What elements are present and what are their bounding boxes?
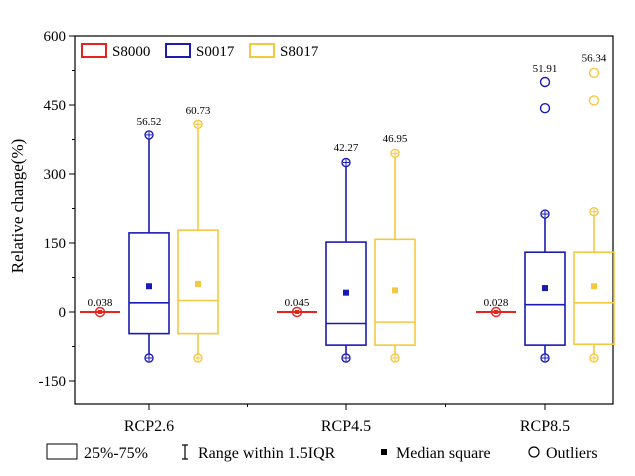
y-axis-label: Relative change(%) [8,139,27,274]
data-label: 60.73 [186,105,211,117]
y-tick-label: 150 [44,236,67,252]
iqr-box [128,232,170,335]
data-label: 42.27 [334,142,359,154]
legend-label: S8017 [280,44,319,60]
data-label: 0.038 [88,297,113,309]
s8000-marker [291,306,303,318]
data-label: 51.91 [533,63,558,75]
y-tick-label: 300 [44,167,67,183]
legend-swatch [81,43,107,58]
median-square [146,283,152,290]
x-tick-label: RCP4.5 [321,418,371,435]
footer-legend: 25%-75% Range within 1.5IQR Median square O… [46,443,598,462]
footer-median-icon [381,449,387,455]
iqr-box [374,238,416,346]
median-square [591,283,597,290]
footer-outlier-icon [528,446,540,458]
legend-label: S8000 [112,44,150,60]
y-tick-label: 450 [44,98,67,114]
data-label: 0.028 [484,297,509,309]
iqr-box [325,241,367,346]
plot-frame [74,35,614,405]
x-tick-label: RCP2.6 [124,418,174,435]
legend-swatch [249,43,275,58]
plot-layer: 0.038 0.045 0.028 56.52 42.27 51.91 60.73 46.95… [80,52,615,363]
axis-layer: -150 0 150 300 450 600 RCP2.6 RCP4.5 RCP8.5 [39,29,614,435]
outlier-point [588,67,600,79]
median-square [542,285,548,292]
x-tick-label: RCP8.5 [520,418,570,435]
legend-swatch [165,43,191,58]
data-label: 56.52 [137,116,162,128]
footer-box-label: 25%-75% [84,445,148,462]
iqr-box [524,251,566,346]
footer-box-swatch [46,443,78,460]
y-tick-label: 0 [59,305,67,321]
legend: S8000 S0017 S8017 [81,43,319,60]
outlier-point [539,103,551,114]
outlier-point [588,95,600,106]
median-square [494,310,498,314]
median-square [343,289,349,296]
s8000-marker [94,306,106,318]
footer-median-label: Median square [396,445,491,462]
data-label: 0.045 [285,297,310,309]
outlier-point [539,76,551,88]
legend-label: S0017 [196,44,235,60]
footer-outlier-label: Outliers [546,445,598,462]
data-label: 56.34 [582,52,607,64]
iqr-box [573,251,615,345]
median-square [98,310,102,314]
median-square [295,310,299,314]
y-tick-label: 600 [44,29,67,45]
y-tick-label: -150 [39,374,67,390]
s8000-marker [490,306,502,318]
iqr-box [177,229,219,335]
median-square [392,287,398,294]
data-label: 46.95 [383,133,408,145]
footer-range-label: Range within 1.5IQR [198,445,336,462]
median-square [195,280,201,287]
